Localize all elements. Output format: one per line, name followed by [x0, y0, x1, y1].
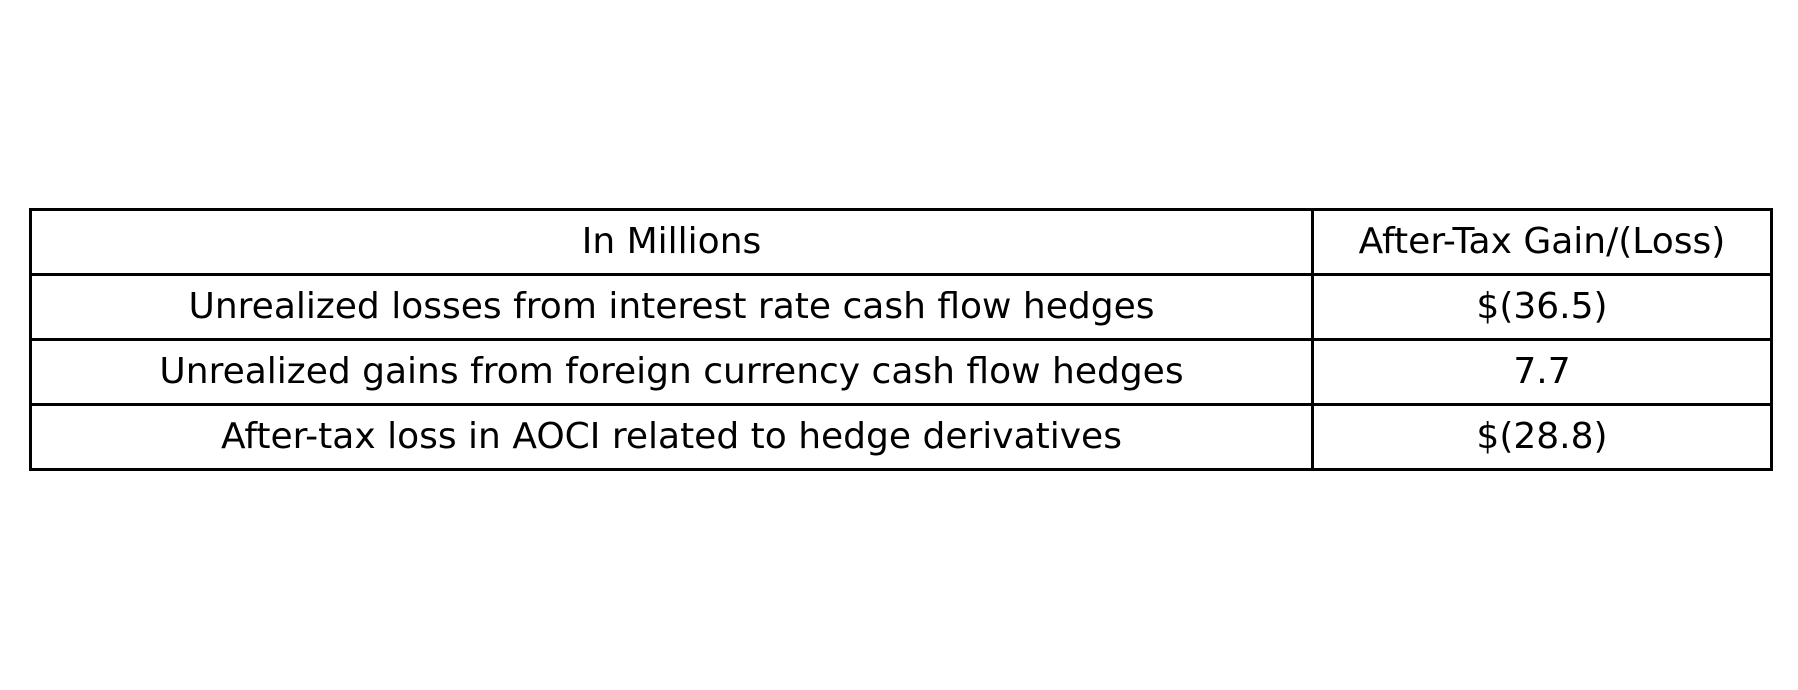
row-label: After-tax loss in AOCI related to hedge …	[29, 403, 1314, 471]
table-row: Unrealized losses from interest rate cas…	[29, 273, 1773, 341]
row-label: Unrealized gains from foreign currency c…	[29, 338, 1314, 406]
data-table: In Millions After-Tax Gain/(Loss) Unreal…	[29, 208, 1773, 471]
row-value: $(28.8)	[1311, 403, 1773, 471]
row-value: 7.7	[1311, 338, 1773, 406]
column-header-value: After-Tax Gain/(Loss)	[1311, 208, 1773, 276]
table-header-row: In Millions After-Tax Gain/(Loss)	[29, 208, 1773, 276]
table-row: Unrealized gains from foreign currency c…	[29, 338, 1773, 406]
table-row: After-tax loss in AOCI related to hedge …	[29, 403, 1773, 471]
row-value: $(36.5)	[1311, 273, 1773, 341]
column-header-description: In Millions	[29, 208, 1314, 276]
row-label: Unrealized losses from interest rate cas…	[29, 273, 1314, 341]
